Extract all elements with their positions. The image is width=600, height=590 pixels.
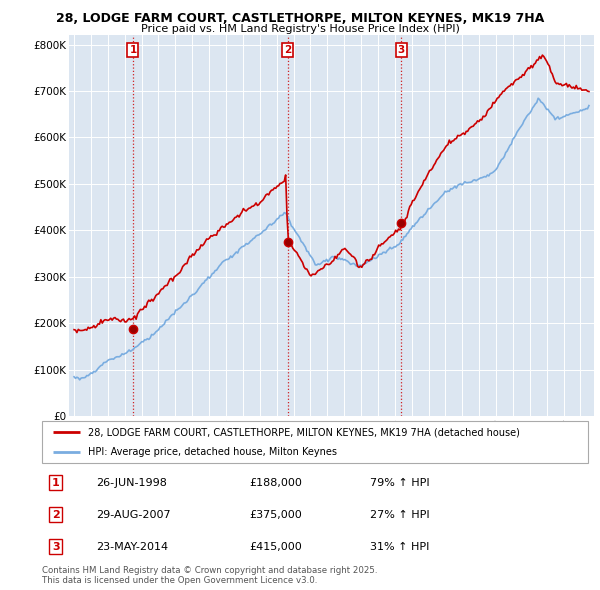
Text: 26-JUN-1998: 26-JUN-1998 <box>97 478 167 488</box>
Text: 28, LODGE FARM COURT, CASTLETHORPE, MILTON KEYNES, MK19 7HA (detached house): 28, LODGE FARM COURT, CASTLETHORPE, MILT… <box>88 427 520 437</box>
Text: 1: 1 <box>130 45 137 55</box>
Text: 31% ↑ HPI: 31% ↑ HPI <box>370 542 429 552</box>
Text: 1: 1 <box>52 478 59 488</box>
Text: 27% ↑ HPI: 27% ↑ HPI <box>370 510 429 520</box>
Text: 28, LODGE FARM COURT, CASTLETHORPE, MILTON KEYNES, MK19 7HA: 28, LODGE FARM COURT, CASTLETHORPE, MILT… <box>56 12 544 25</box>
Text: 2: 2 <box>52 510 59 520</box>
Text: Price paid vs. HM Land Registry's House Price Index (HPI): Price paid vs. HM Land Registry's House … <box>140 24 460 34</box>
Text: Contains HM Land Registry data © Crown copyright and database right 2025.
This d: Contains HM Land Registry data © Crown c… <box>42 566 377 585</box>
FancyBboxPatch shape <box>42 421 588 463</box>
Text: £415,000: £415,000 <box>250 542 302 552</box>
Text: 2: 2 <box>284 45 292 55</box>
Text: 3: 3 <box>398 45 405 55</box>
Text: 79% ↑ HPI: 79% ↑ HPI <box>370 478 429 488</box>
Text: 3: 3 <box>52 542 59 552</box>
Text: 29-AUG-2007: 29-AUG-2007 <box>97 510 171 520</box>
Text: HPI: Average price, detached house, Milton Keynes: HPI: Average price, detached house, Milt… <box>88 447 337 457</box>
Text: £375,000: £375,000 <box>250 510 302 520</box>
Text: £188,000: £188,000 <box>250 478 302 488</box>
Text: 23-MAY-2014: 23-MAY-2014 <box>97 542 169 552</box>
